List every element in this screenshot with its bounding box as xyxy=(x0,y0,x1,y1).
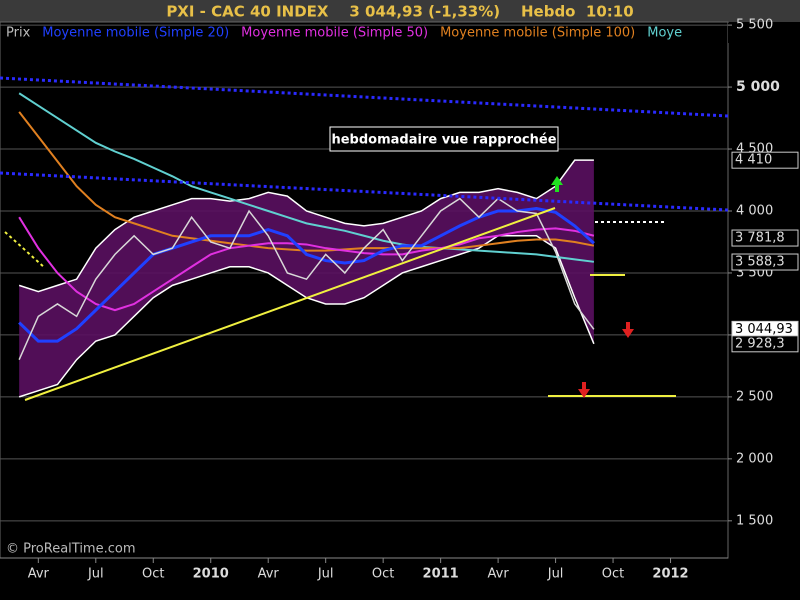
y-tick-label: 5 500 xyxy=(736,18,773,33)
x-tick-label: Oct xyxy=(372,567,394,582)
annotation-box xyxy=(329,126,559,152)
series-line xyxy=(18,216,595,312)
resistance-line xyxy=(0,171,729,212)
price-label-box xyxy=(731,253,799,271)
legend-mask xyxy=(728,23,800,43)
y-tick-label: 2 500 xyxy=(736,389,773,404)
trend-line xyxy=(24,207,556,401)
trend-line xyxy=(4,231,46,269)
price-label: 2 928,3 xyxy=(735,336,785,351)
down-arrow xyxy=(622,322,634,338)
plot xyxy=(18,92,595,398)
copyright: © ProRealTime.com xyxy=(6,542,136,557)
x-tick-label: 2011 xyxy=(423,567,459,582)
y-tick-label: 4 000 xyxy=(736,203,773,218)
x-tick-label: Oct xyxy=(142,567,164,582)
x-tick-label: 2010 xyxy=(193,567,229,582)
y-tick-label: 5 000 xyxy=(736,79,780,95)
price-label-box xyxy=(731,151,799,169)
title-bar xyxy=(0,0,800,22)
y-tick-label: 2 000 xyxy=(736,451,773,466)
up-arrow xyxy=(551,176,563,192)
series-line xyxy=(18,111,595,252)
series-line xyxy=(18,206,595,343)
y-tick-label: 1 500 xyxy=(736,513,773,528)
resistance-line xyxy=(0,76,729,118)
price-label: 3 781,8 xyxy=(735,231,785,246)
legend-entry: Moyenne mobile (Simple 100) xyxy=(440,26,635,41)
annotation: hebdomadaire vue rapprochée xyxy=(331,133,556,148)
x-tick-label: Jul xyxy=(87,567,104,582)
legend: Prix Moyenne mobile (Simple 20) Moyenne mo… xyxy=(6,23,800,43)
legend-entry: Moyenne mobile (Simple 50) xyxy=(241,26,428,41)
x-tick-label: Avr xyxy=(258,567,280,582)
series-line xyxy=(18,92,595,263)
price-label: 3 588,3 xyxy=(735,255,785,270)
price-label-box xyxy=(731,229,799,247)
x-tick-label: Jul xyxy=(317,567,334,582)
legend-entry: Moyenne mobile (Simple 20) xyxy=(42,26,229,41)
band-upper xyxy=(18,159,594,293)
x-tick-label: Jul xyxy=(547,567,564,582)
price-label: 3 044,93 xyxy=(735,322,793,337)
x-tick-label: 2012 xyxy=(652,567,688,582)
legend-entry: Prix xyxy=(6,26,31,41)
legend-entry: Moye xyxy=(647,26,682,41)
x-tick-label: Avr xyxy=(28,567,50,582)
chart-title: PXI - CAC 40 INDEX 3 044,93 (-1,33%) Heb… xyxy=(166,3,633,21)
x-tick-label: Oct xyxy=(602,567,624,582)
price-label: 4 410 xyxy=(735,153,772,168)
down-arrow xyxy=(578,382,590,398)
x-tick-label: Avr xyxy=(488,567,510,582)
price-label-box xyxy=(731,335,799,353)
